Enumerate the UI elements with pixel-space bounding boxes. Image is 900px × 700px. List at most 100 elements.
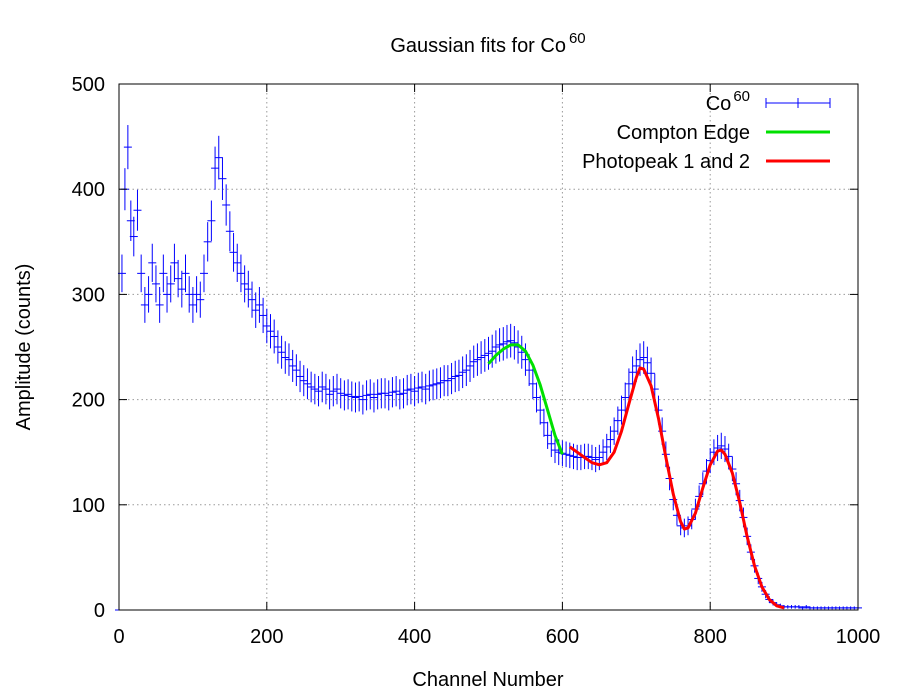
data-point [288,349,297,382]
y-tick-label: 400 [72,179,105,201]
data-point [617,395,626,425]
data-point [333,373,342,405]
series-photopeak-line [568,366,785,610]
data-point [610,417,619,445]
data-point [229,232,238,272]
data-point [480,339,489,372]
data-point [436,367,445,399]
data-point [222,184,231,226]
data-point [233,243,242,282]
data-point [185,276,194,313]
y-axis-label: Amplitude (counts) [13,264,35,431]
data-point [717,432,726,460]
data-point [399,378,408,409]
legend-label-compton-edge: Compton Edge [617,122,750,144]
data-point [381,378,390,409]
data-point [140,287,149,323]
plot-frame [118,83,859,611]
data-point [473,343,482,376]
chart-title-base: Gaussian fits for Co [390,35,566,57]
data-point [273,330,282,364]
data-point [218,157,227,200]
data-point [495,328,504,362]
data-point [211,146,220,190]
data-point [395,379,404,410]
data-point [240,265,249,303]
data-point [462,354,471,387]
data-point [196,281,205,318]
x-tick-label: 400 [398,626,431,648]
data-point [303,368,312,400]
data-point [469,345,478,378]
data-point [528,368,537,400]
series-layer [115,125,862,611]
data-point [466,349,475,382]
legend-swatch-co60 [765,98,831,108]
data-point [329,376,338,407]
data-point [410,376,419,407]
data-point [624,368,633,400]
data-point [177,270,186,308]
data-point [277,335,286,369]
data-point [181,254,190,293]
data-point [292,354,301,387]
data-point [369,382,378,413]
data-point [344,379,353,410]
data-point [299,365,308,397]
data-point [199,254,208,293]
data-point [188,287,197,323]
data-point [595,444,604,471]
data-point [458,356,467,389]
y-tick-label: 200 [72,390,105,412]
data-point [599,439,608,466]
data-point [262,308,271,344]
data-point [510,326,519,360]
data-point [248,281,257,318]
data-point [606,426,615,453]
data-point [366,379,375,410]
data-point [432,368,441,400]
gridlines [119,84,858,610]
data-point [491,330,500,364]
data-point [310,373,319,405]
x-tick-label: 0 [113,626,124,648]
data-point [251,292,260,328]
data-point [536,395,545,425]
data-point [403,374,412,406]
data-point [421,373,430,405]
data-point [499,327,508,361]
legend-label-co60: Co 60 [706,88,750,115]
data-point [539,408,548,437]
x-tick-label: 1000 [836,626,881,648]
data-point [565,442,574,469]
data-point [443,365,452,397]
axis-ticks: 0 200 400 600 800 1000 0 100 200 300 400 500 [72,74,881,648]
data-point [355,381,364,412]
data-point [477,341,486,374]
data-point [417,371,426,403]
data-point [587,444,596,471]
data-point [159,254,168,293]
data-point [214,135,223,180]
data-point [551,437,560,464]
data-point [447,362,456,395]
data-point [133,189,142,231]
data-point [244,270,253,308]
data-point [532,382,541,413]
data-point [225,211,234,252]
data-point [358,384,367,415]
data-point [373,379,382,410]
data-point [321,373,330,405]
data-point [454,359,463,392]
data-point [621,382,630,413]
data-point [307,371,316,403]
data-point [266,314,275,349]
x-tick-label: 800 [694,626,727,648]
data-point [713,434,722,462]
data-point [340,380,349,411]
data-point [388,377,397,408]
data-point [148,243,157,282]
legend: Co 60 Compton Edge Photopeak 1 and 2 [582,88,831,173]
data-point [591,446,600,473]
